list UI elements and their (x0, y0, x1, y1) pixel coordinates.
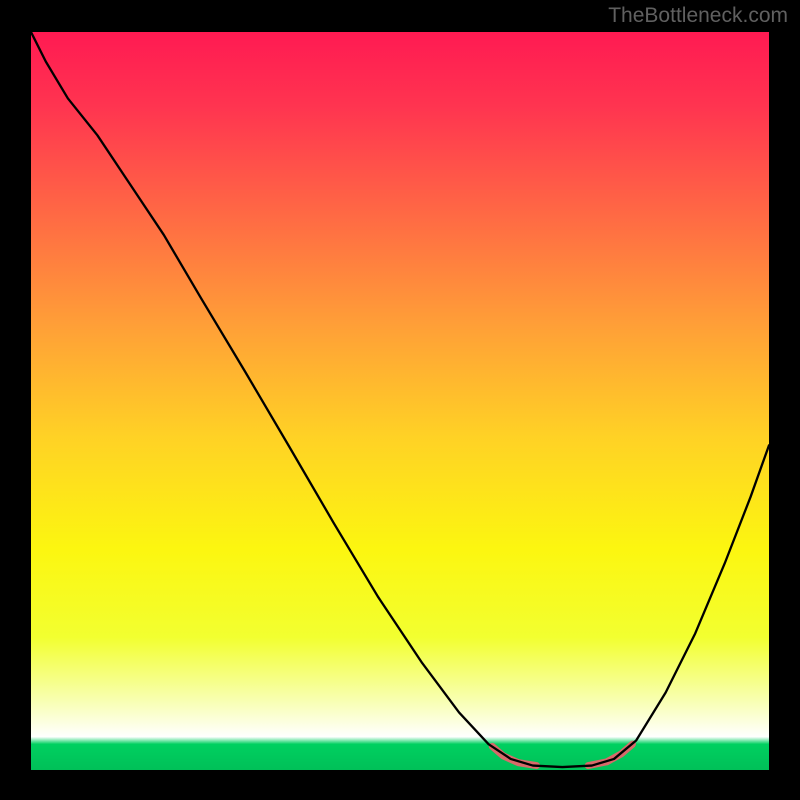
plot-area (31, 32, 769, 770)
watermark-text: TheBottleneck.com (608, 4, 788, 28)
bottleneck-curve (31, 32, 769, 767)
curve-layer (31, 32, 769, 770)
highlight-segment (492, 746, 536, 765)
highlight-segment (588, 744, 632, 765)
